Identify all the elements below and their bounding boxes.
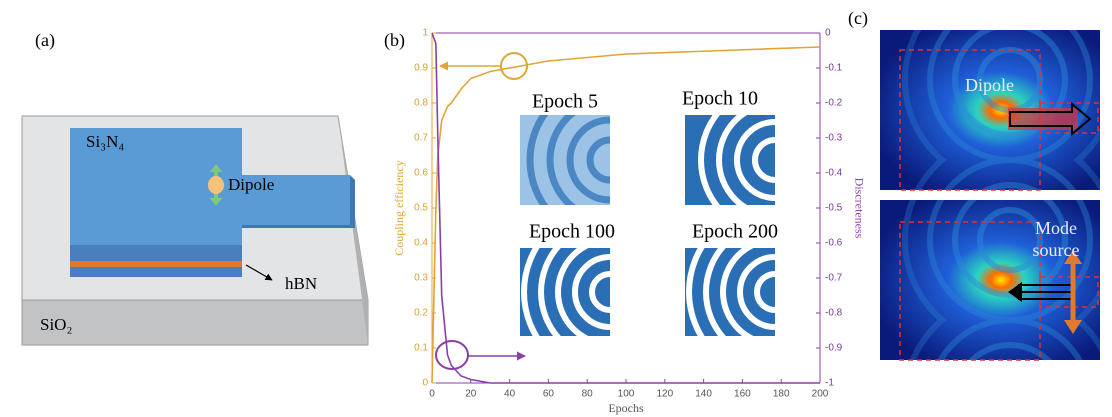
y-tick-label: 0.2 [414,308,428,319]
x-tick-label: 200 [812,389,829,400]
epoch-label: Epoch 100 [529,221,615,243]
x-tick-label: 120 [656,389,673,400]
y2-tick-label: -0.9 [825,343,843,354]
y2-tick-label: -0.3 [825,133,843,144]
y2-tick-label: -0.2 [825,98,843,109]
y2-tick-label: -0.8 [825,308,843,319]
layer-label: hBN [285,274,317,293]
y-tick-label: 1 [422,28,428,39]
y-tick-label: 0.7 [414,133,428,144]
y-tick-label: 0.5 [414,203,428,214]
y-tick-label: 0.3 [414,273,428,284]
panel-label: (b) [384,30,405,51]
y2-tick-label: -0.5 [825,203,843,214]
x-tick-label: 60 [543,389,555,400]
x-tick-label: 180 [773,389,790,400]
y-tick-label: 0.4 [414,238,428,249]
y-tick-label: 0.6 [414,168,428,179]
y2-tick-label: 0 [825,28,831,39]
field-label: source [1033,240,1080,260]
x-tick-label: 20 [465,389,477,400]
y2-tick-label: -0.1 [825,63,843,74]
field-label: Mode [1035,218,1077,238]
y-tick-label: 0.8 [414,98,428,109]
panel-label: (a) [35,30,55,51]
y-tick-label: 0 [422,378,428,389]
field-label: Dipole [965,75,1014,95]
series-line [431,46,821,384]
y2-tick-label: -0.7 [825,273,843,284]
x-tick-label: 140 [695,389,712,400]
dipole-label: Dipole [228,175,274,194]
x-tick-label: 160 [734,389,751,400]
x-tick-label: 40 [504,389,516,400]
x-tick-label: 80 [582,389,594,400]
y2-axis-title: Discreteness [852,178,866,239]
epoch-label: Epoch 200 [692,221,778,243]
y2-tick-label: -1 [825,378,834,389]
y-tick-label: 0.9 [414,63,428,74]
panel-label: (c) [848,8,868,29]
device-schematic [21,115,369,346]
epoch-label: Epoch 5 [532,91,598,113]
x-tick-label: 100 [618,389,635,400]
field-maps [880,30,1100,361]
epoch-label: Epoch 10 [682,88,758,110]
x-tick-label: 0 [429,389,435,400]
inset-patterns [435,52,775,370]
y2-tick-label: -0.6 [825,238,843,249]
y-axis-title: Coupling efficiency [392,160,406,255]
material-label: Si₃N₄ [86,132,124,151]
y2-tick-label: -0.4 [825,168,843,179]
material-label: SiO₂ [40,315,72,334]
y-tick-label: 0.1 [414,343,428,354]
x-axis-title: Epochs [608,401,644,415]
series-line [431,32,820,384]
